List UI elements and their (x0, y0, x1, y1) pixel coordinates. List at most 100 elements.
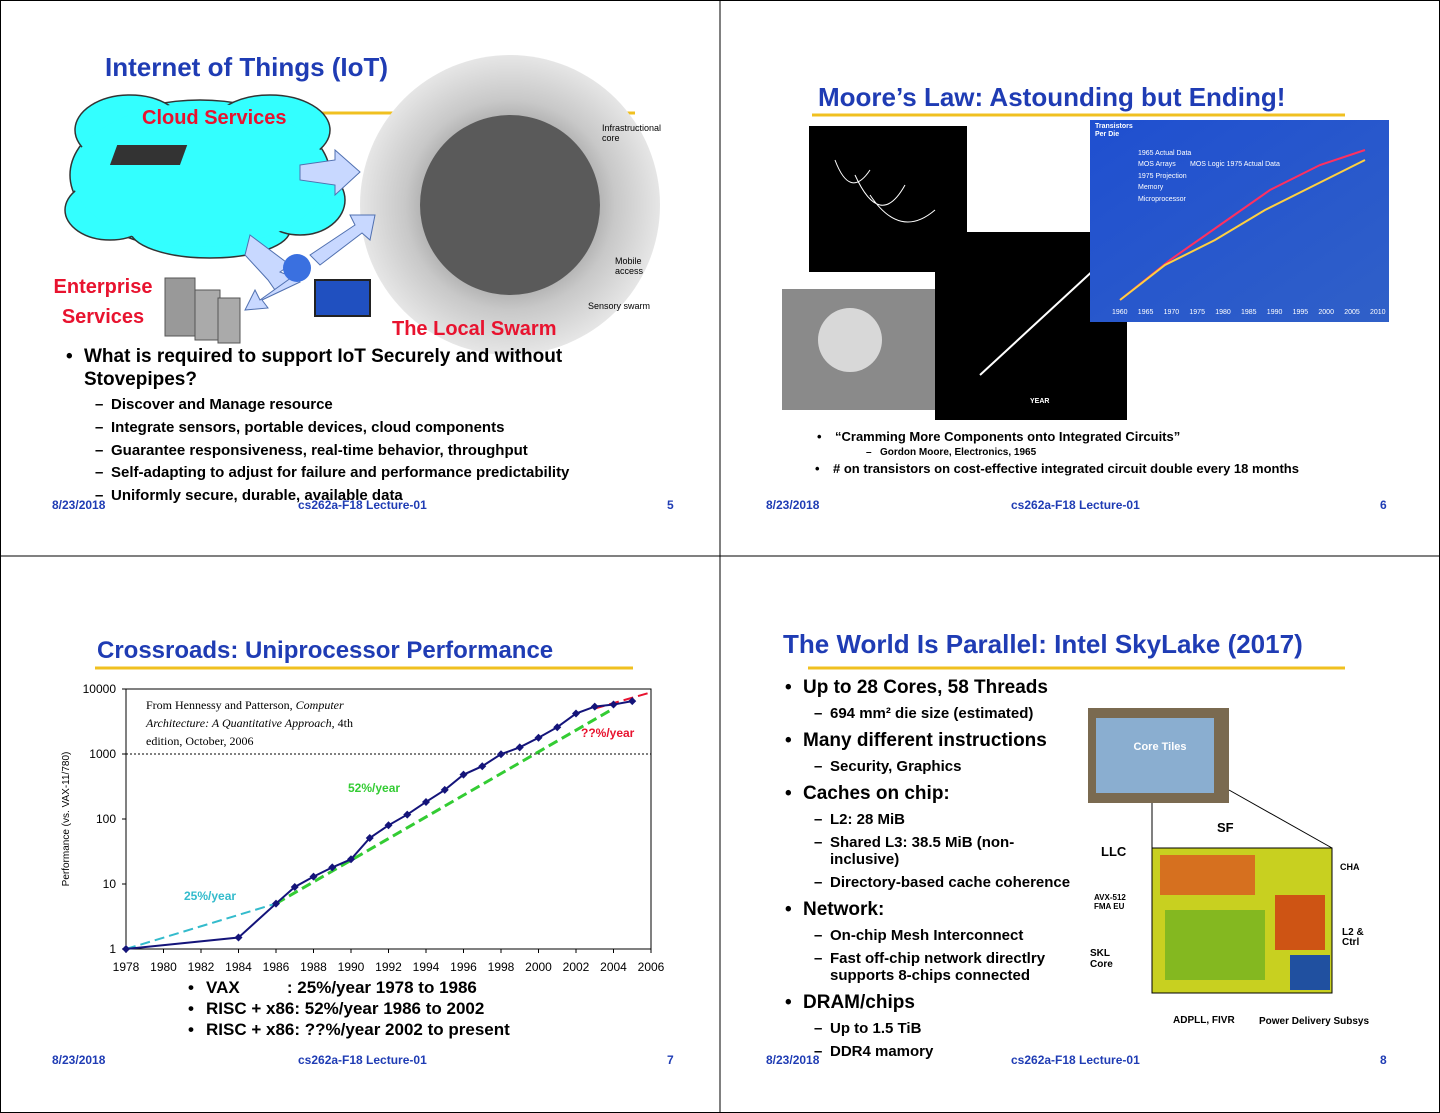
year-label: 1990 (1266, 309, 1283, 316)
label: CHA (1340, 862, 1360, 872)
core-tiles (1096, 718, 1214, 793)
data-point (572, 709, 580, 718)
label: Cloud Services (142, 107, 287, 129)
cloud-fill (72, 103, 328, 247)
year-label: 1975 (1189, 309, 1205, 316)
x-tick-label: 1984 (225, 960, 252, 974)
server-rack (109, 145, 188, 165)
x-tick-label: 2002 (563, 960, 590, 974)
performance-chart: 1 10 100 1000 10000 1978 1980 1982 1984 1986 1988 1… (61, 682, 665, 974)
y-axis-label: Performance (vs. VAX-11/780) (61, 752, 72, 887)
data-point (234, 933, 243, 942)
data-point (422, 797, 430, 806)
sub-bullet: Self-adapting to adjust for failure and … (95, 464, 569, 482)
bullet: Caches on chip: (785, 783, 950, 806)
footer-date: 8/23/2018 (52, 1053, 106, 1067)
data-point (497, 750, 505, 759)
data-point (590, 702, 599, 711)
sub-bullet: Security, Graphics (814, 758, 962, 776)
legend-entry: 1975 Projection (1138, 173, 1187, 180)
sub-bullet: Guarantee responsiveness, real-time beha… (95, 442, 528, 460)
server (164, 277, 196, 337)
legend-entry: Memory (1138, 184, 1164, 191)
arrow (299, 148, 361, 197)
footer-page: 8 (1380, 1053, 1387, 1067)
label: SKL Core (1090, 948, 1113, 970)
trend (1119, 159, 1366, 301)
data-point (609, 700, 618, 709)
floorplan-region (1290, 955, 1330, 990)
sub-bullet: On-chip Mesh Interconnect (814, 927, 1023, 945)
label: Transistors Per Die (1095, 123, 1133, 139)
zoom-line (1228, 789, 1333, 849)
photo-face (818, 308, 882, 372)
x-tick-label: 1986 (263, 960, 290, 974)
sub-bullet: DDR4 mamory (814, 1043, 933, 1061)
bullet: Many different instructions (785, 730, 1047, 753)
bullet: “Cramming More Components onto Integrate… (817, 429, 1180, 445)
legend-entry: MOS Logic 1975 Actual Data (1190, 161, 1280, 168)
floorplan-region (1275, 895, 1325, 950)
label: AVX-512 FMA EU (1094, 893, 1126, 911)
bullet: DRAM/chips (785, 992, 915, 1015)
label: LLC (1101, 844, 1127, 859)
floorplan-region (1165, 910, 1265, 980)
x-tick-label: 1988 (300, 960, 327, 974)
y-tick-label: 100 (96, 812, 116, 826)
data-point (478, 762, 487, 771)
year-label: 1970 (1163, 309, 1180, 316)
label: Sensory swarm (588, 301, 651, 311)
label: The Local Swarm (392, 318, 557, 340)
data-point (272, 899, 280, 908)
source-text: , 4th edition, October, 2006 (146, 716, 353, 748)
source-text: From Hennessy and Patterson, (146, 698, 296, 712)
y-tick-label: 1000 (89, 747, 116, 761)
bullet: VAX : 25%/year 1978 to 1986 (188, 978, 477, 999)
data-point (534, 733, 543, 742)
sub-bullet: Integrate sensors, portable devices, clo… (95, 419, 504, 437)
source-text: Computer Architecture: A Quantitative Ap… (146, 698, 344, 730)
data-point (553, 723, 562, 732)
x-tick-label: 1982 (188, 960, 215, 974)
x-tick-label: 1998 (488, 960, 515, 974)
axis-label: YEAR (1030, 398, 1050, 405)
trend-line (125, 902, 277, 950)
year-label: 1965 (1137, 309, 1154, 316)
source-note: From Hennessy and Patterson, Computer Ar… (146, 696, 371, 750)
footer-page: 6 (1380, 498, 1387, 512)
arrow (309, 214, 376, 266)
server (194, 289, 221, 341)
year-label: 1960 (1112, 309, 1128, 316)
server (217, 297, 241, 344)
sub-bullet: Fast off-chip network directlry supports… (814, 950, 1070, 984)
floorplan-region (1160, 855, 1255, 895)
data-point (347, 855, 355, 864)
sub-bullet: L2: 28 MiB (814, 811, 905, 829)
y-tick-label: 10000 (83, 682, 117, 696)
hub (283, 254, 311, 282)
transistor-chart (1090, 120, 1389, 322)
slide-title: Crossroads: Uniprocessor Performance (97, 637, 554, 664)
footer-course: cs262a-F18 Lecture-01 (298, 1053, 427, 1067)
y-tick-label: 10 (103, 877, 117, 891)
label: Mobile access (615, 256, 644, 276)
year-label: 1985 (1241, 309, 1257, 316)
data-point (365, 834, 374, 843)
label: Enterprise Services (53, 276, 153, 328)
slide-title: Moore’s Law: Astounding but Ending! (818, 82, 1286, 112)
data-point (309, 872, 318, 881)
sub-bullet: Directory-based cache coherence (814, 874, 1070, 892)
year-label: 2010 (1370, 309, 1386, 316)
bullet: What is required to support IoT Securely… (66, 345, 644, 391)
trend-label: 52%/year (348, 781, 401, 795)
legend-entry: Microprocessor (1138, 196, 1186, 203)
sub-bullet: 694 mm² die size (estimated) (814, 705, 1033, 723)
slide-title: Internet of Things (IoT) (105, 52, 389, 82)
footer-page: 7 (667, 1053, 674, 1067)
sub-bullet: Shared L3: 38.5 MiB (non-inclusive) (814, 834, 1035, 868)
label: L2 & Ctrl (1342, 927, 1364, 948)
x-tick-label: 1992 (375, 960, 402, 974)
x-tick-label: 2000 (525, 960, 552, 974)
series-line (125, 700, 633, 950)
